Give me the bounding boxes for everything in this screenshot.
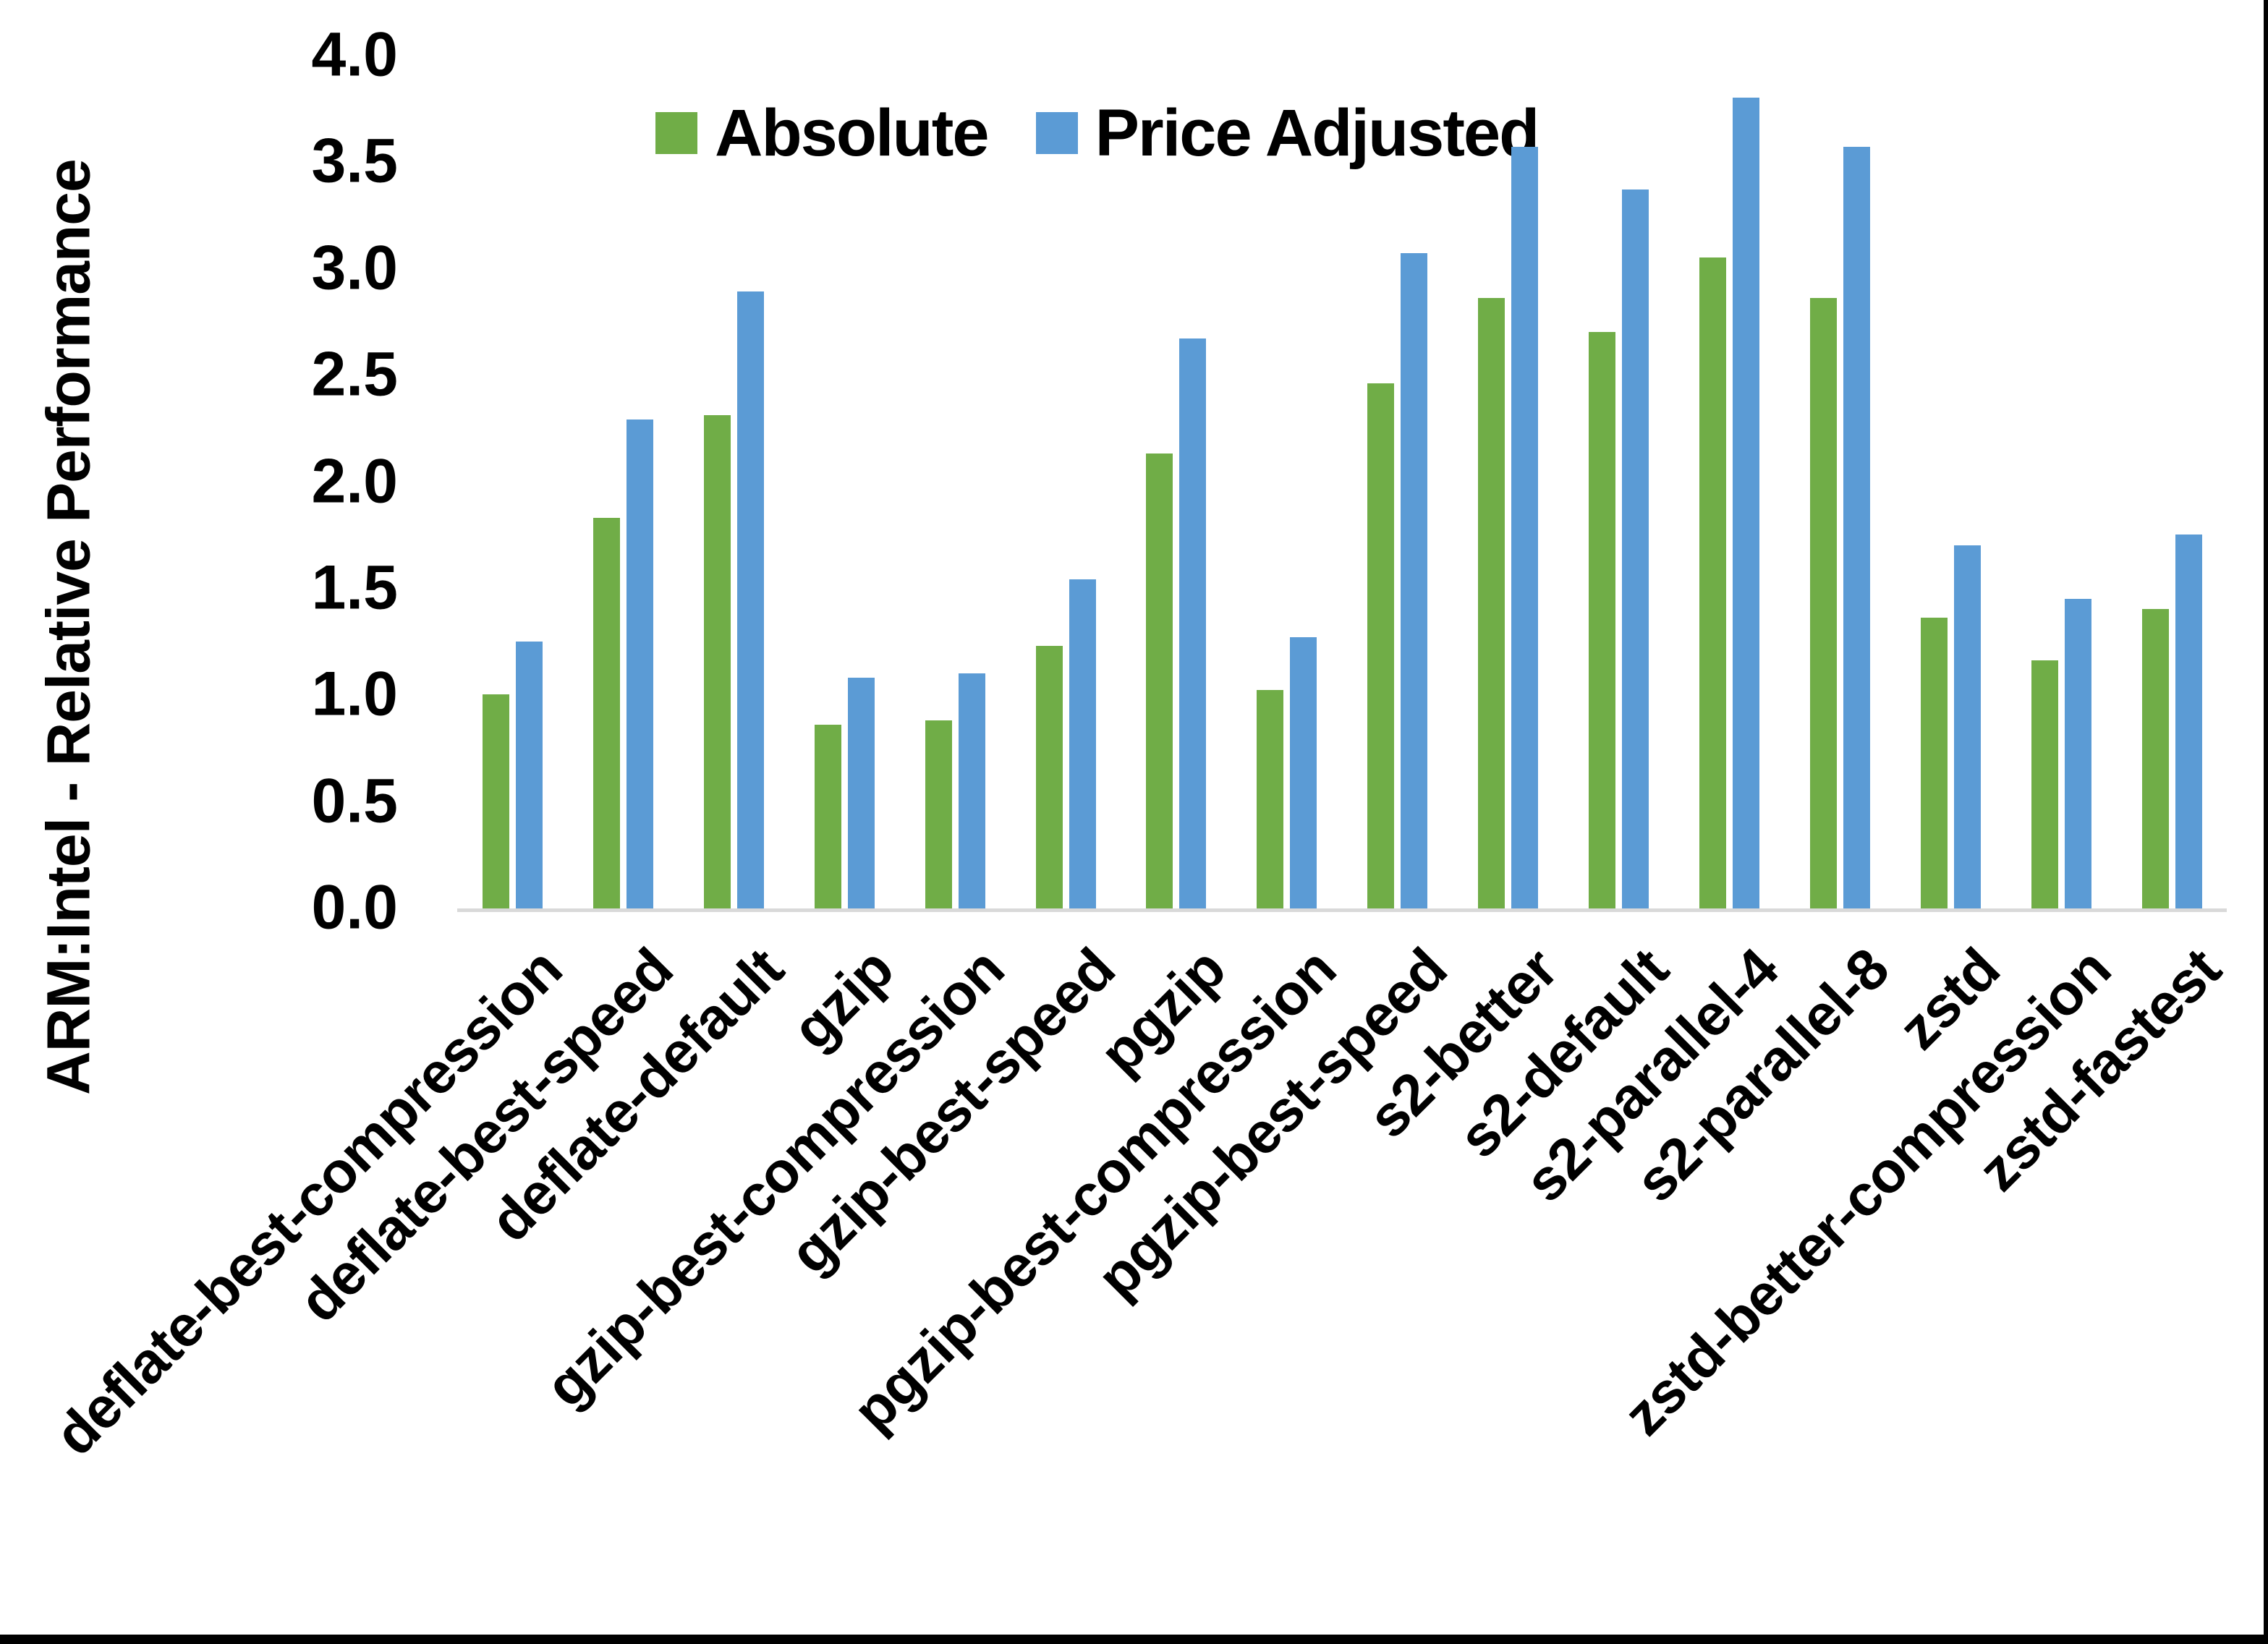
legend-label-absolute: Absolute [715,96,990,170]
bar-gzip-best-speed-price-adjusted [1069,579,1096,910]
right-border [2264,0,2268,1644]
bar-gzip-best-compression-price-adjusted [958,673,985,910]
bar-pgzip-absolute [1146,453,1173,910]
bottom-border [0,1635,2268,1644]
legend-item-price-adjusted: Price Adjusted [1035,96,1540,170]
plot-area [462,57,2227,910]
y-tick-label-1.5: 1.5 [311,553,398,623]
absolute-series-swatch [655,112,697,154]
bar-deflate-best-speed-absolute [593,517,620,910]
bar-gzip-absolute [814,724,841,910]
bar-gzip-best-compression-absolute [925,720,952,910]
bar-zstd-absolute [1920,618,1948,910]
bar-zstd-fastest-price-adjusted [2175,534,2202,910]
bar-pgzip-best-speed-price-adjusted [1401,253,1428,910]
bar-zstd-better-compression-price-adjusted [2064,598,2091,910]
legend-label-price-adjusted: Price Adjusted [1095,96,1540,170]
bar-pgzip-best-compression-price-adjusted [1290,636,1317,910]
x-axis-line [457,908,2227,912]
bar-s2-parallel-4-price-adjusted [1732,98,1759,910]
legend: Absolute Price Adjusted [655,96,1540,170]
bar-s2-default-price-adjusted [1622,189,1649,910]
bar-deflate-default-price-adjusted [736,291,764,910]
bar-zstd-price-adjusted [1953,545,1981,910]
bar-s2-better-price-adjusted [1511,146,1539,910]
bar-gzip-price-adjusted [847,677,875,910]
y-tick-label-2.5: 2.5 [311,339,398,409]
y-tick-label-0.5: 0.5 [311,766,398,836]
bar-s2-parallel-8-price-adjusted [1843,146,1870,910]
y-tick-label-2.0: 2.0 [311,446,398,516]
bar-deflate-default-absolute [703,415,731,910]
bar-pgzip-best-compression-absolute [1257,690,1284,910]
y-tick-label-4.0: 4.0 [311,20,398,90]
y-tick-label-3.0: 3.0 [311,233,398,303]
bar-s2-default-absolute [1589,332,1615,910]
y-tick-label-1.0: 1.0 [311,659,398,729]
bar-s2-parallel-8-absolute [1809,298,1837,910]
bar-s2-better-absolute [1478,298,1505,910]
y-tick-label-3.5: 3.5 [311,126,398,196]
y-tick-label-0.0: 0.0 [311,872,398,942]
bar-pgzip-price-adjusted [1179,338,1207,910]
bar-zstd-fastest-absolute [2141,609,2169,910]
bar-deflate-best-compression-price-adjusted [516,641,543,910]
bar-deflate-best-compression-absolute [483,694,509,910]
price-adjusted-series-swatch [1035,112,1078,154]
bar-zstd-better-compression-absolute [2031,660,2058,910]
bar-gzip-best-speed-absolute [1035,645,1063,910]
bar-pgzip-best-speed-absolute [1367,383,1395,910]
legend-item-absolute: Absolute [655,96,990,170]
y-axis-title: ARM:Intel - Relative Performance [34,159,103,1096]
bar-deflate-best-speed-price-adjusted [626,419,653,910]
bar-s2-parallel-4-absolute [1699,257,1726,910]
